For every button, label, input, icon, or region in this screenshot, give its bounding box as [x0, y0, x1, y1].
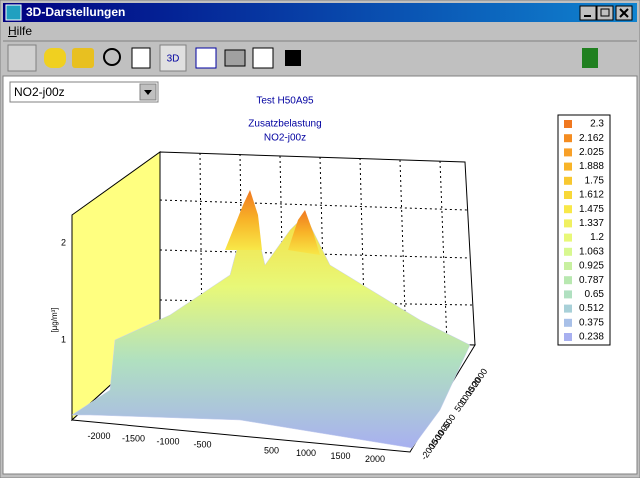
- tool-button[interactable]: [72, 48, 94, 68]
- legend-label: 1.75: [585, 175, 605, 186]
- legend-label: 1.063: [579, 246, 604, 257]
- legend-swatch: [564, 176, 572, 185]
- chart-title: Zusatzbelastung: [248, 119, 321, 130]
- selector[interactable]: [9, 81, 159, 103]
- legend-label: 0.787: [579, 275, 604, 286]
- legend-label: 1.612: [579, 190, 604, 201]
- plot-box: [70, 151, 476, 453]
- tool-button[interactable]: [252, 47, 274, 69]
- legend-label: 1.2: [590, 232, 604, 243]
- tool-button[interactable]: [582, 48, 598, 68]
- legend-swatch: [564, 318, 572, 327]
- legend-label: 2.025: [579, 147, 604, 158]
- legend-swatch: [564, 290, 572, 299]
- z-tick-label: 2: [61, 237, 66, 247]
- tool-label: 3D: [167, 54, 180, 65]
- surface-peak: [225, 190, 262, 250]
- window-title: 3D-Darstellungen: [26, 5, 125, 19]
- x-tick-label: -500: [193, 439, 211, 449]
- x-tick-label: -1000: [156, 437, 179, 447]
- tool-button[interactable]: [195, 47, 217, 69]
- chart-title: NO2-j00z: [264, 133, 306, 144]
- menu-item[interactable]: Hilfe: [8, 24, 33, 38]
- legend-swatch: [564, 333, 572, 341]
- tool-button[interactable]: [285, 50, 301, 66]
- legend-swatch: [564, 205, 572, 214]
- legend-swatch: [564, 120, 572, 128]
- legend-label: 2.3: [590, 119, 604, 130]
- tool-button[interactable]: [131, 47, 151, 69]
- legend-label: 2.162: [579, 133, 604, 144]
- surface-peak: [288, 210, 320, 255]
- x-tick-label: 1000: [296, 448, 316, 458]
- legend-swatch: [564, 233, 572, 242]
- legend-label: 0.238: [579, 332, 604, 343]
- z-tick-label: 1: [61, 334, 66, 344]
- legend-swatch: [564, 162, 572, 171]
- legend-swatch: [564, 148, 572, 157]
- x-tick-label: 500: [264, 445, 279, 455]
- z-axis-label: [µg/m³]: [50, 307, 59, 332]
- window-buttons: [579, 5, 633, 21]
- x-tick-label: 2000: [365, 454, 385, 464]
- legend-label: 0.512: [579, 303, 604, 314]
- legend-swatch: [564, 262, 572, 270]
- x-tick-label: -1500: [122, 434, 145, 444]
- x-tick-label: 1500: [330, 451, 350, 461]
- selector-value: NO2-j00z: [14, 85, 65, 99]
- tool-button[interactable]: [224, 49, 246, 67]
- legend-swatch: [564, 304, 572, 313]
- legend-swatch: [564, 247, 572, 256]
- legend-label: 1.888: [579, 161, 604, 172]
- legend-swatch: [564, 219, 572, 228]
- legend-swatch: [564, 276, 572, 285]
- legend-swatch: [564, 134, 572, 143]
- tool-button[interactable]: [7, 44, 37, 72]
- tool-button[interactable]: [159, 44, 187, 72]
- tool-button[interactable]: [44, 48, 66, 68]
- legend-label: 0.65: [585, 289, 605, 300]
- legend-label: 1.475: [579, 204, 604, 215]
- minimize-button[interactable]: [579, 5, 597, 21]
- tool-button[interactable]: [103, 48, 121, 66]
- app-icon: [5, 4, 22, 21]
- legend-label: 1.337: [579, 218, 604, 229]
- toolbar: 3D: [7, 44, 598, 72]
- x-tick-label: -2000: [87, 431, 110, 441]
- chart-title: Test H50A95: [256, 96, 314, 107]
- title-bar: [3, 3, 637, 22]
- legend-label: 0.925: [579, 261, 604, 272]
- legend-swatch: [564, 191, 572, 199]
- maximize-button[interactable]: [596, 5, 614, 21]
- legend-label: 0.375: [579, 317, 604, 328]
